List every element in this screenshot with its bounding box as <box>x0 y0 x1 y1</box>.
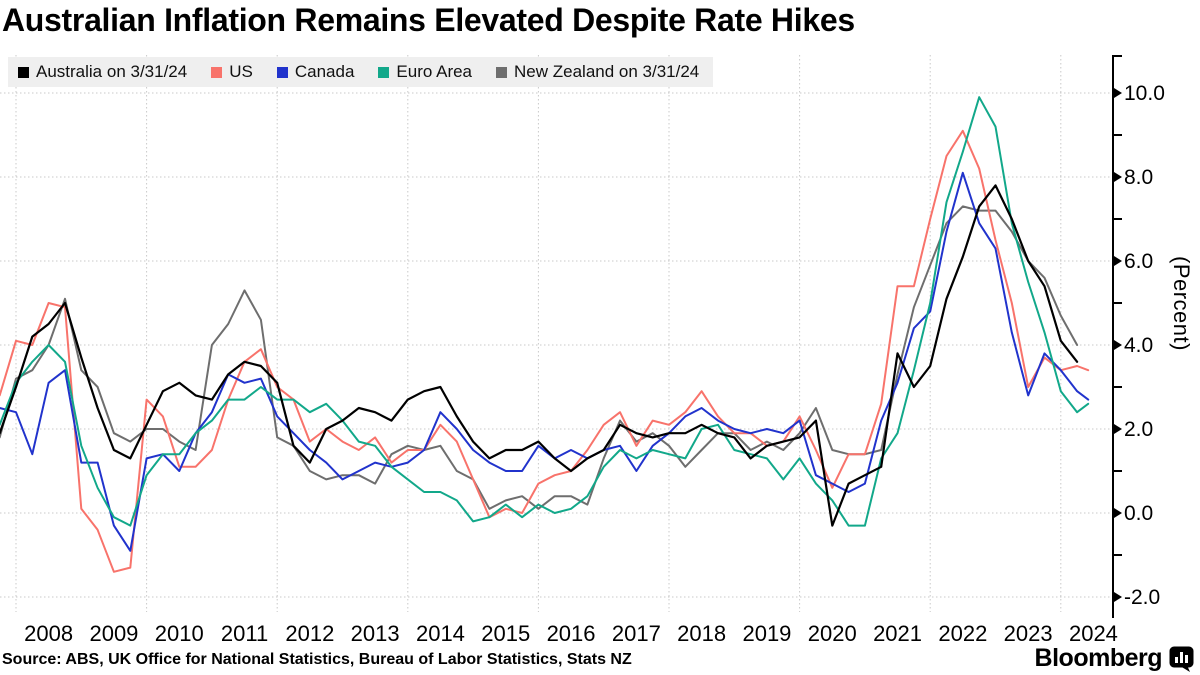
x-axis-tick-label: 2023 <box>1004 621 1053 646</box>
x-axis-tick-label: 2018 <box>677 621 726 646</box>
legend-item: Euro Area <box>378 62 472 82</box>
y-axis-major-tick <box>1114 88 1122 98</box>
bloomberg-logo: Bloomberg <box>1035 644 1194 673</box>
legend-swatch <box>211 66 223 78</box>
legend-label: Canada <box>294 62 355 81</box>
legend-item: Australia on 3/31/24 <box>18 62 187 82</box>
x-axis-tick-label: 2020 <box>808 621 857 646</box>
source-note: Source: ABS, UK Office for National Stat… <box>2 651 632 668</box>
y-axis-major-tick <box>1114 340 1122 350</box>
series-line <box>0 171 1090 552</box>
y-axis-tick-label: 10.0 <box>1124 82 1165 105</box>
y-axis-tick-label: 2.0 <box>1124 418 1153 441</box>
legend-label: Euro Area <box>396 62 473 81</box>
legend-item: US <box>211 62 253 82</box>
x-axis-tick-label: 2012 <box>285 621 334 646</box>
x-axis-tick-label: 2016 <box>547 621 596 646</box>
bloomberg-chart-bubble-icon <box>1169 646 1194 672</box>
y-axis-tick-label: 6.0 <box>1124 250 1153 273</box>
x-axis-tick-label: 2017 <box>612 621 661 646</box>
y-axis-tick-label: 0.0 <box>1124 502 1153 525</box>
chart-title: Australian Inflation Remains Elevated De… <box>2 2 855 38</box>
x-axis-tick-label: 2009 <box>89 621 138 646</box>
y-axis-major-tick <box>1114 424 1122 434</box>
series-line <box>0 184 1079 527</box>
legend-item: Canada <box>276 62 355 82</box>
chart-legend: Australia on 3/31/24 US Canada Euro Area New… <box>8 57 714 87</box>
x-axis-tick-label: 2008 <box>24 621 73 646</box>
x-axis-tick-label: 2024 <box>1069 621 1118 646</box>
series-line <box>0 96 1090 527</box>
y-axis-tick-label: 8.0 <box>1124 166 1153 189</box>
y-axis-tick-label: 4.0 <box>1124 334 1153 357</box>
x-axis-tick-label: 2011 <box>221 621 268 646</box>
x-axis-tick-label: 2014 <box>416 621 465 646</box>
legend-item: New Zealand on 3/31/24 <box>496 62 699 82</box>
y-axis-major-tick <box>1114 508 1122 518</box>
legend-label: US <box>229 62 253 81</box>
y-axis-tick-label: -2.0 <box>1124 586 1160 609</box>
bloomberg-wordmark: Bloomberg <box>1034 644 1163 672</box>
y-axis-major-tick <box>1114 172 1122 182</box>
legend-swatch <box>496 66 508 78</box>
x-axis-tick-label: 2022 <box>938 621 987 646</box>
y-axis-unit-label: (Percent) <box>1169 256 1194 351</box>
y-axis-major-tick <box>1114 256 1122 266</box>
legend-label: Australia on 3/31/24 <box>36 62 188 81</box>
legend-label: New Zealand on 3/31/24 <box>514 62 700 81</box>
x-axis-tick-label: 2019 <box>742 621 791 646</box>
y-axis-major-tick <box>1114 592 1122 602</box>
x-axis-tick-label: 2021 <box>873 621 922 646</box>
x-axis-tick-label: 2015 <box>481 621 530 646</box>
series-line <box>0 205 1079 510</box>
x-axis-tick-label: 2010 <box>155 621 204 646</box>
legend-swatch <box>378 66 390 78</box>
legend-swatch <box>276 66 288 78</box>
x-axis-tick-label: 2013 <box>351 621 400 646</box>
legend-swatch <box>18 66 29 78</box>
